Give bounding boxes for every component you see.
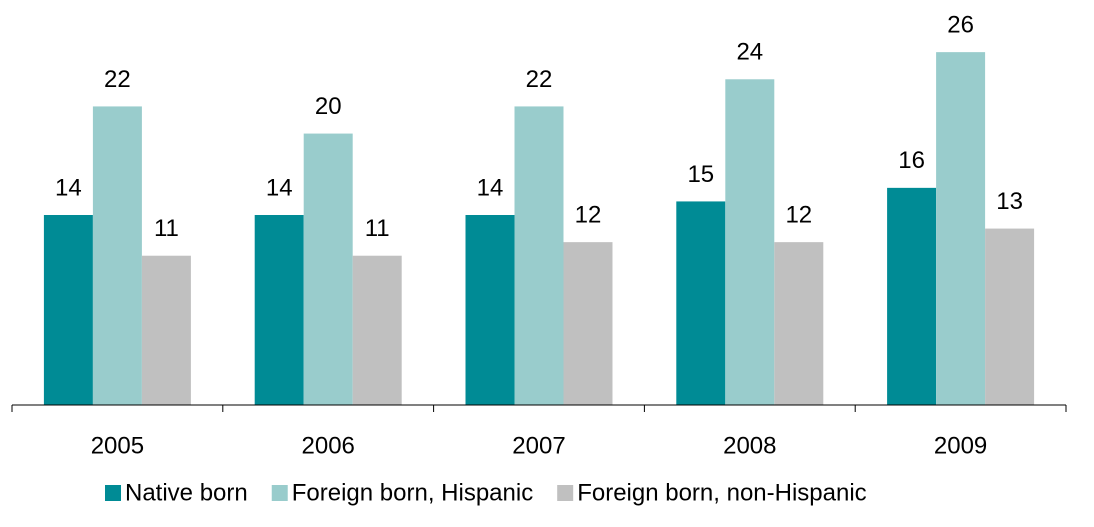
bar (563, 242, 613, 405)
bar (887, 187, 937, 405)
data-label: 12 (785, 201, 812, 228)
bar (725, 79, 775, 406)
data-label: 11 (365, 215, 390, 242)
bar (43, 215, 93, 405)
legend-swatch (105, 485, 121, 501)
data-label: 14 (477, 174, 504, 201)
bar (465, 215, 515, 405)
legend-swatch (271, 485, 288, 501)
data-label: 11 (154, 215, 179, 242)
bar (514, 106, 564, 405)
bar (254, 215, 304, 405)
data-label: 26 (947, 11, 974, 38)
bar (774, 242, 824, 405)
bar (985, 228, 1035, 405)
data-label: 12 (575, 201, 602, 228)
bar (352, 255, 402, 405)
data-label: 20 (315, 93, 342, 120)
x-tick-label: 2005 (91, 432, 144, 459)
bar (303, 133, 353, 406)
data-label: 22 (104, 66, 131, 93)
legend-label: Native born (125, 479, 248, 506)
data-label: 22 (526, 66, 553, 93)
legend-label: Foreign born, Hispanic (292, 479, 533, 506)
bar (936, 52, 986, 406)
data-label: 13 (996, 188, 1023, 215)
data-label: 14 (266, 174, 293, 201)
data-label: 15 (687, 161, 714, 188)
bar (141, 255, 191, 405)
x-tick-label: 2009 (934, 432, 987, 459)
bar (92, 106, 142, 405)
data-label: 14 (55, 174, 82, 201)
legend-label: Foreign born, non-Hispanic (577, 479, 867, 506)
x-tick-label: 2006 (302, 432, 355, 459)
data-label: 24 (736, 39, 763, 66)
x-tick-label: 2008 (723, 432, 776, 459)
legend-swatch (557, 485, 574, 501)
x-tick-label: 2007 (512, 432, 565, 459)
data-label: 16 (898, 147, 925, 174)
bar (676, 201, 726, 405)
